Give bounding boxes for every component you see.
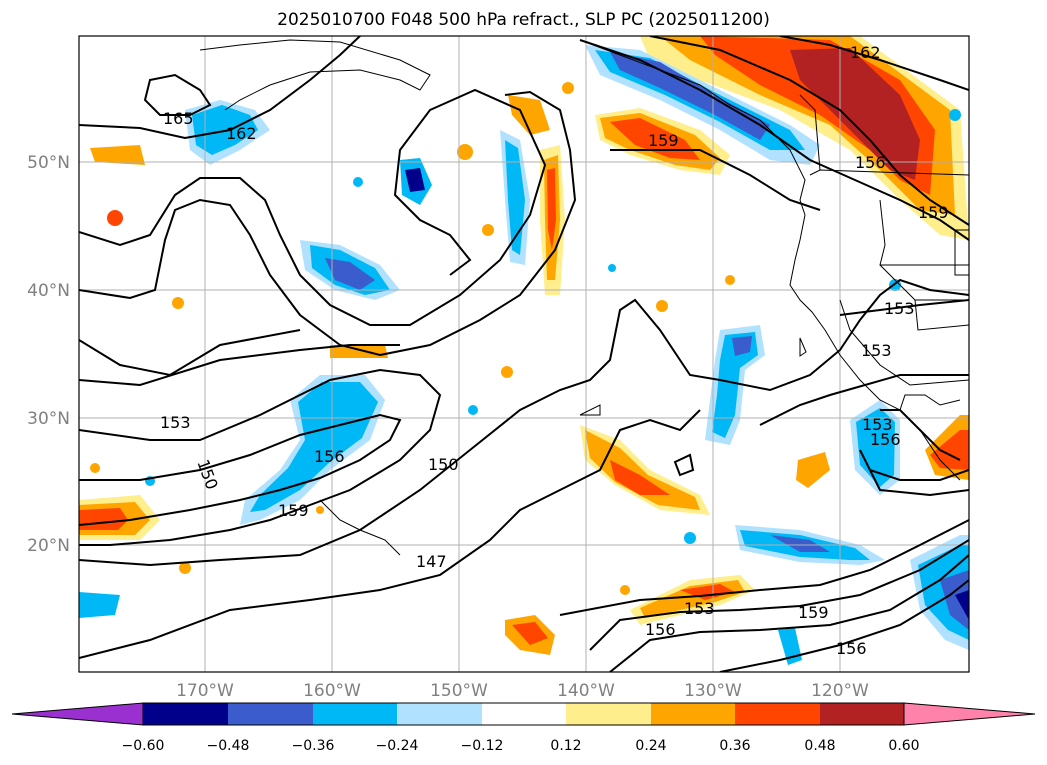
positive-anomaly-area xyxy=(585,430,700,510)
contour-label: 165 xyxy=(163,109,194,128)
positive-anomaly-area xyxy=(790,48,920,180)
contour-label: 159 xyxy=(278,501,309,520)
anomaly-spot xyxy=(620,585,630,595)
colorbar-tick: −0.48 xyxy=(207,738,250,754)
anomaly-spot xyxy=(468,405,478,415)
negative-anomaly-area xyxy=(955,590,969,620)
anomaly-spot xyxy=(725,275,735,285)
colorbar-segment xyxy=(143,703,228,725)
anomaly-spot xyxy=(562,82,574,94)
anomaly-spot xyxy=(107,210,123,226)
colorbar-tick: 0.36 xyxy=(719,738,750,754)
contour-label: 153 xyxy=(862,415,893,434)
positive-anomaly-area xyxy=(796,452,830,488)
anomaly-spot xyxy=(316,506,324,514)
anomaly-spot xyxy=(482,224,494,236)
anomaly-spot xyxy=(501,366,513,378)
colorbar-segment xyxy=(651,703,735,725)
negative-anomaly-area xyxy=(856,408,895,487)
colorbar-segment xyxy=(482,703,566,725)
contour-label: 147 xyxy=(416,552,447,571)
lon-label: 150°W xyxy=(430,681,488,701)
lon-label: 170°W xyxy=(176,681,234,701)
negative-anomaly-area xyxy=(712,332,758,438)
negative-anomaly-area xyxy=(732,336,752,356)
anomaly-spot xyxy=(90,463,100,473)
colorbar-segment xyxy=(820,703,904,725)
contour-label: 150 xyxy=(428,455,459,474)
lon-label: 120°W xyxy=(811,681,869,701)
colorbar-tick: 0.24 xyxy=(635,738,666,754)
anomaly-spot xyxy=(949,109,961,121)
slp-contours xyxy=(79,36,969,672)
contour-label: 150 xyxy=(193,457,221,492)
lat-label: 20°N xyxy=(27,536,70,556)
anomaly-spot xyxy=(179,562,191,574)
positive-anomaly-area xyxy=(330,345,388,358)
anomaly-spot xyxy=(656,300,668,312)
coastlines xyxy=(199,39,969,556)
lat-label: 40°N xyxy=(27,281,70,301)
contour-label: 159 xyxy=(918,203,949,222)
colorbar-tick: 0.60 xyxy=(888,738,919,754)
negative-anomaly-area xyxy=(325,258,375,290)
lon-label: 140°W xyxy=(557,681,615,701)
contour-label: 156 xyxy=(314,447,345,466)
lon-label: 160°W xyxy=(303,681,361,701)
contour-label: 156 xyxy=(645,620,676,639)
colorbar-tick: 0.48 xyxy=(804,738,835,754)
contour-label: 156 xyxy=(836,639,867,658)
negative-anomaly-area xyxy=(250,382,378,512)
contour-label: 156 xyxy=(870,430,901,449)
colorbar-tick: −0.60 xyxy=(122,738,165,754)
colorbar-tick: −0.36 xyxy=(292,738,335,754)
positive-anomaly-area xyxy=(79,508,128,530)
colorbar-tick: 0.12 xyxy=(550,738,581,754)
colorbar-tick: −0.12 xyxy=(461,738,504,754)
map-title: 2025010700 F048 500 hPa refract., SLP PC… xyxy=(277,10,770,30)
colorbar-segment xyxy=(228,703,313,725)
negative-anomaly-area xyxy=(79,592,120,618)
contour-label: 153 xyxy=(684,599,715,618)
contour-label-layer: 165 162 159 162 156 159 153 153 153 150 … xyxy=(160,43,949,658)
lat-label: 50°N xyxy=(27,153,70,173)
positive-anomaly-area xyxy=(90,145,145,165)
contour-label: 159 xyxy=(648,131,679,150)
contour-label: 153 xyxy=(861,341,892,360)
anomaly-spot xyxy=(608,264,616,272)
anomaly-spot xyxy=(353,177,363,187)
lon-label: 130°W xyxy=(684,681,742,701)
contour-label: 162 xyxy=(226,124,257,143)
positive-anomaly-area xyxy=(512,622,548,645)
anomaly-spot xyxy=(172,297,184,309)
contour-label: 153 xyxy=(884,299,915,318)
map-frame xyxy=(78,35,970,673)
colorbar-tick: −0.24 xyxy=(376,738,419,754)
lat-label: 30°N xyxy=(27,409,70,429)
negative-anomaly-area xyxy=(405,168,425,192)
positive-anomaly-area xyxy=(610,460,670,495)
anomaly-spot xyxy=(457,144,473,160)
anomaly-spot xyxy=(684,532,696,544)
contour-label: 153 xyxy=(160,413,191,432)
colorbar-segment xyxy=(397,703,482,725)
positive-anomaly-area xyxy=(508,95,550,135)
contour-label: 159 xyxy=(798,603,829,622)
contour-label: 156 xyxy=(855,153,886,172)
colorbar-extend-low xyxy=(11,702,144,726)
positive-anomaly-area xyxy=(680,584,735,600)
negative-anomaly-area xyxy=(770,535,830,552)
negative-anomaly-area xyxy=(610,52,770,140)
axis-labels: 50°N 40°N 30°N 20°N 170°W 160°W 150°W 14… xyxy=(27,153,869,701)
colorbar-segment xyxy=(566,703,651,725)
contour-label: 162 xyxy=(850,43,881,62)
colorbar-segment xyxy=(735,703,820,725)
colorbar-extend-high xyxy=(903,702,1036,726)
positive-anomaly-area xyxy=(547,168,556,250)
colorbar: −0.60 −0.48 −0.36 −0.24 −0.12 0.12 0.24 … xyxy=(11,702,1036,754)
negative-anomaly-area xyxy=(505,140,525,255)
colorbar-segment xyxy=(313,703,397,725)
